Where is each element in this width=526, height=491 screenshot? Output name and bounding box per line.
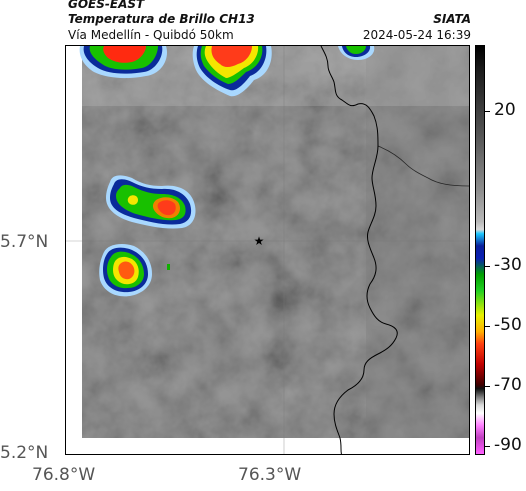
cloud-top-center xyxy=(192,46,272,97)
cloud-lower-left xyxy=(99,244,170,297)
colorbar-tick xyxy=(485,266,490,267)
colorbar-tick xyxy=(485,446,490,447)
colorbar-tick xyxy=(485,386,490,387)
cloud-middle-left xyxy=(106,175,196,229)
lat-label-5-7: 5.7°N xyxy=(0,232,49,252)
agency-label: SIATA xyxy=(433,12,471,26)
colorbar-tick xyxy=(485,326,490,327)
colorbar-tick xyxy=(485,111,490,112)
product-title: Temperatura de Brillo CH13 xyxy=(68,12,255,26)
colorbar-label-minus70: -70 xyxy=(494,375,522,395)
route-label: Vía Medellín - Quibdó 50km xyxy=(68,28,234,42)
lon-label-76-3: 76.3°W xyxy=(238,465,302,485)
datetime-label: 2024-05-24 16:39 xyxy=(362,28,471,42)
border-line-east xyxy=(377,145,469,187)
grayscale-field xyxy=(82,46,469,438)
no-data-bottom xyxy=(66,438,469,454)
colorbar-label-minus90: -90 xyxy=(494,435,522,455)
colorbar-label-minus50: -50 xyxy=(494,315,522,335)
star-icon: ★ xyxy=(254,234,265,248)
colorbar xyxy=(475,45,485,455)
satellite-name: GOES-EAST xyxy=(68,0,145,11)
cloud-top-right xyxy=(338,46,375,60)
colorbar-label-20: 20 xyxy=(494,100,516,120)
cloud-top-left xyxy=(79,46,168,79)
border-line xyxy=(320,46,398,454)
lat-label-5-2: 5.2°N xyxy=(0,443,49,463)
colorbar-label-minus30: -30 xyxy=(494,255,522,275)
right-shade xyxy=(366,46,469,438)
satellite-map[interactable]: ★ xyxy=(65,45,470,455)
lon-label-76-8: 76.8°W xyxy=(32,465,96,485)
map-canvas: ★ xyxy=(66,46,469,454)
no-data-left xyxy=(66,46,82,454)
